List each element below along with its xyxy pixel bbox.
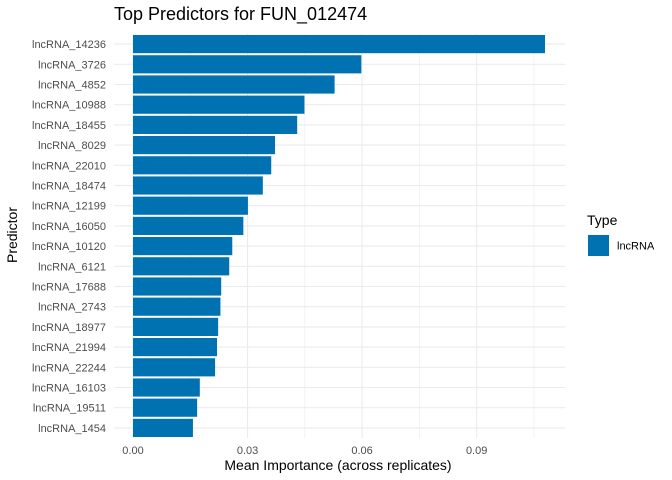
- bar-lncrna_18474: [133, 176, 263, 195]
- bar-lncrna_18455: [133, 115, 298, 134]
- y-tick-labels: lncRNA_14236 lncRNA_3726 lncRNA_4852 lncRNA…: [32, 39, 106, 435]
- y-tick-label: lncRNA_1454: [38, 423, 106, 435]
- y-tick-label: lncRNA_17688: [32, 282, 106, 294]
- y-tick-label: lncRNA_18455: [32, 120, 106, 132]
- legend-label-lncrna: lncRNA: [617, 241, 655, 253]
- y-tick-label: lncRNA_16050: [32, 221, 106, 233]
- y-tick-label: lncRNA_6121: [38, 261, 106, 273]
- legend-title: Type: [587, 212, 618, 228]
- y-tick-label: lncRNA_18977: [32, 322, 106, 334]
- bar-lncrna_6121: [133, 257, 230, 276]
- bar-lncrna_16050: [133, 216, 244, 235]
- y-tick-label: lncRNA_18474: [32, 181, 106, 193]
- y-tick-label: lncRNA_21994: [32, 342, 106, 354]
- y-tick-label: lncRNA_22244: [32, 362, 106, 374]
- y-tick-label: lncRNA_10120: [32, 241, 106, 253]
- bar-lncrna_2743: [133, 297, 221, 316]
- x-tick-label: 0.03: [237, 445, 258, 457]
- bar-lncrna_18977: [133, 317, 219, 336]
- y-tick-label: lncRNA_2743: [38, 302, 106, 314]
- y-tick-label: lncRNA_22010: [32, 160, 106, 172]
- bars: [133, 35, 545, 437]
- bar-lncrna_8029: [133, 136, 276, 155]
- x-axis-title: Mean Importance (across replicates): [224, 457, 451, 473]
- legend-swatch-lncrna: [588, 235, 609, 256]
- bar-lncrna_21994: [133, 338, 218, 357]
- grid-lines: [114, 34, 565, 438]
- x-tick-label: 0.06: [351, 445, 372, 457]
- bar-lncrna_12199: [133, 196, 248, 215]
- y-tick-label: lncRNA_10988: [32, 100, 106, 112]
- y-tick-label: lncRNA_19511: [33, 403, 106, 415]
- bar-lncrna_10988: [133, 95, 305, 114]
- x-tick-label: 0.09: [466, 445, 487, 457]
- y-tick-label: lncRNA_12199: [32, 201, 106, 213]
- bar-lncrna_19511: [133, 398, 198, 417]
- bar-lncrna_22244: [133, 358, 216, 377]
- legend: Type lncRNA: [587, 212, 655, 256]
- chart-title: Top Predictors for FUN_012474: [114, 4, 367, 25]
- y-axis-title: Predictor: [4, 207, 20, 263]
- bar-lncrna_1454: [133, 418, 193, 437]
- y-tick-label: lncRNA_3726: [38, 59, 106, 71]
- x-tick-label: 0.00: [122, 445, 143, 457]
- y-tick-label: lncRNA_16103: [32, 383, 106, 395]
- bar-lncrna_10120: [133, 237, 233, 256]
- bar-lncrna_4852: [133, 75, 335, 94]
- y-tick-label: lncRNA_14236: [32, 39, 106, 51]
- y-tick-label: lncRNA_8029: [38, 140, 106, 152]
- bar-lncrna_14236: [133, 35, 545, 54]
- bar-lncrna_17688: [133, 277, 222, 296]
- x-tick-labels: 0.00 0.03 0.06 0.09: [122, 445, 487, 457]
- bar-lncrna_3726: [133, 55, 362, 74]
- y-tick-label: lncRNA_4852: [38, 80, 106, 92]
- bar-lncrna_16103: [133, 378, 200, 397]
- bar-lncrna_22010: [133, 156, 272, 175]
